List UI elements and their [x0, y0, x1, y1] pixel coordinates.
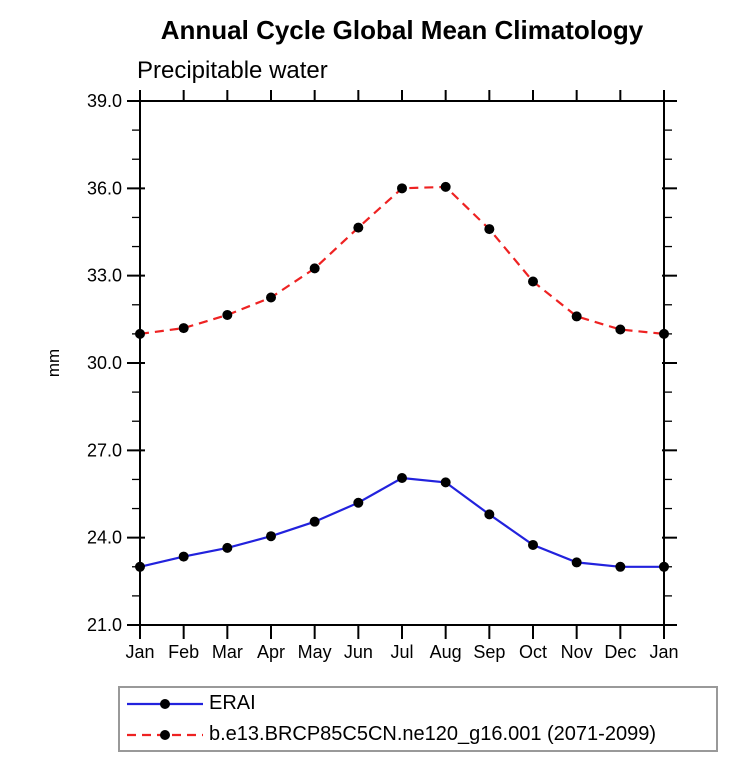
x-axis-tick-label: Aug — [430, 642, 462, 662]
data-point-marker — [571, 311, 582, 322]
data-point-marker — [178, 551, 189, 562]
x-axis-tick-label: Nov — [561, 642, 593, 662]
data-point-marker — [222, 542, 233, 553]
legend: ERAI b.e13.BRCP85C5CN.ne120_g16.001 (207… — [118, 686, 718, 752]
y-axis-tick-label: 27.0 — [87, 440, 122, 460]
data-point-marker — [222, 309, 233, 320]
data-point-marker — [484, 509, 495, 520]
data-point-marker — [353, 222, 364, 233]
y-axis-tick-label: 21.0 — [87, 615, 122, 635]
x-axis-tick-label: Sep — [473, 642, 505, 662]
data-point-marker — [266, 531, 276, 542]
y-axis-tick-label: 24.0 — [87, 528, 122, 548]
legend-line-sample-dashed — [127, 729, 203, 740]
legend-sample-marker — [160, 729, 170, 740]
series-line-0 — [139, 476, 664, 568]
x-axis-tick-label: Dec — [604, 642, 636, 662]
data-point-marker — [309, 516, 320, 527]
x-axis-tick-label: Oct — [519, 642, 547, 662]
y-axis-tick-label: 33.0 — [87, 266, 122, 286]
legend-sample-marker — [160, 698, 170, 709]
data-point-marker — [135, 561, 145, 572]
x-axis-tick-label: Feb — [168, 642, 199, 662]
data-point-marker — [440, 181, 451, 192]
data-point-marker — [615, 561, 626, 572]
data-point-marker — [528, 276, 538, 287]
data-point-marker — [397, 472, 407, 483]
x-axis-tick-label: Jul — [390, 642, 413, 662]
data-point-marker — [528, 539, 538, 550]
data-point-marker — [440, 477, 451, 488]
data-point-marker — [397, 183, 407, 194]
data-point-marker — [615, 324, 626, 335]
x-axis-tick-label: Jan — [649, 642, 678, 662]
data-point-marker — [178, 323, 189, 334]
series-line-1 — [139, 185, 665, 335]
legend-label-erai: ERAI — [209, 692, 256, 714]
x-axis-tick-label: Jun — [344, 642, 373, 662]
legend-item-erai: ERAI — [120, 688, 716, 719]
legend-item-model: b.e13.BRCP85C5CN.ne120_g16.001 (2071-209… — [120, 719, 716, 750]
data-point-marker — [309, 263, 320, 274]
x-axis-tick-label: Jan — [125, 642, 154, 662]
plot-border — [139, 100, 665, 626]
data-point-marker — [659, 328, 669, 339]
data-point-marker — [659, 561, 669, 572]
x-axis-tick-label: Apr — [257, 642, 285, 662]
data-point-marker — [571, 557, 582, 568]
x-axis-tick-label: May — [298, 642, 332, 662]
legend-line-sample-solid — [127, 698, 203, 709]
legend-label-model: b.e13.BRCP85C5CN.ne120_g16.001 (2071-209… — [209, 723, 656, 745]
data-point-marker — [353, 497, 364, 508]
y-axis-tick-label: 39.0 — [87, 91, 122, 111]
data-point-marker — [266, 292, 276, 303]
chart-subtitle: Precipitable water — [137, 57, 328, 84]
x-axis-tick-label: Mar — [212, 642, 243, 662]
data-point-marker — [135, 328, 145, 339]
data-point-marker — [484, 224, 495, 235]
y-axis-tick-label: 30.0 — [87, 353, 122, 373]
chart-title: Annual Cycle Global Mean Climatology — [160, 15, 644, 45]
y-axis-tick-label: 36.0 — [87, 178, 122, 198]
